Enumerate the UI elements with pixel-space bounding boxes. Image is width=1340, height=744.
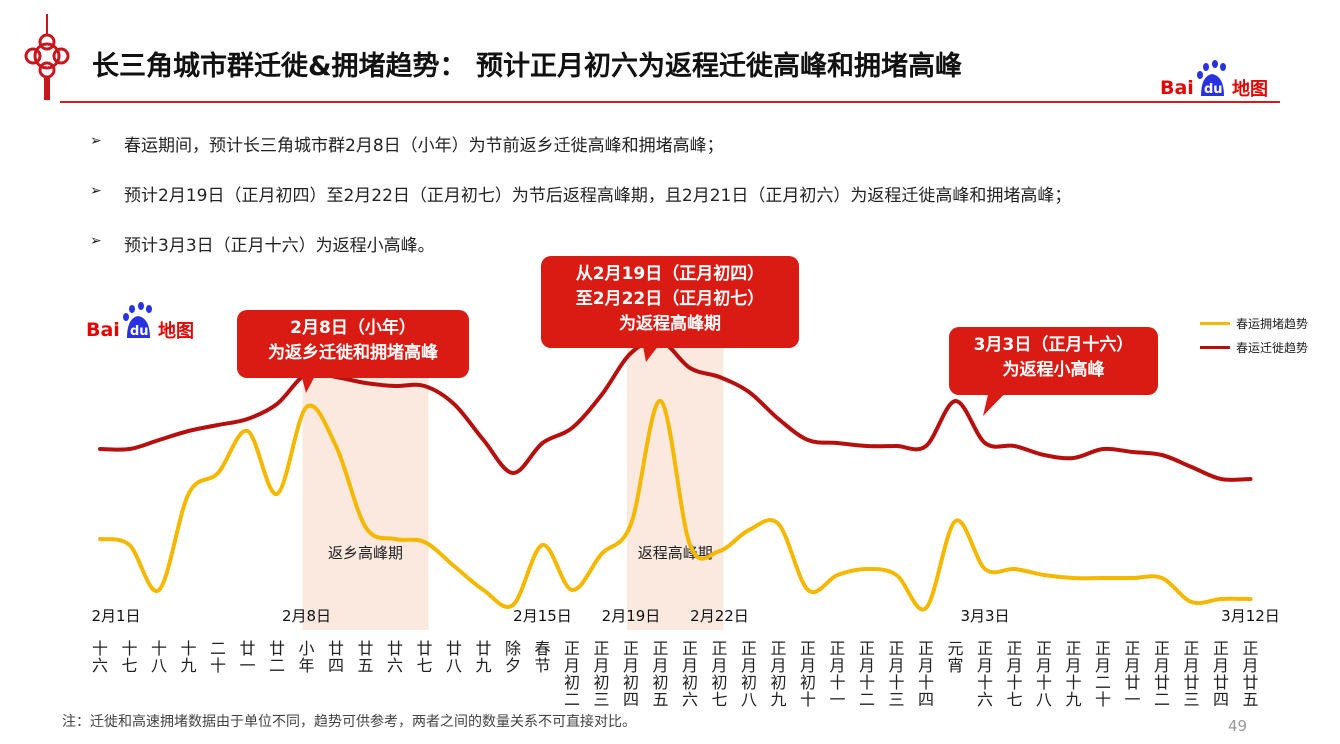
arrow-bullet-icon: ➢ [90, 133, 102, 149]
svg-text:Bai: Bai [86, 319, 120, 341]
chinese-knot-icon [24, 14, 70, 100]
arrow-bullet-icon: ➢ [90, 183, 102, 199]
x-tick-label: 正月十二 [859, 639, 875, 709]
x-tick-label: 正月初六 [682, 639, 698, 709]
bullet-item: ➢ 预计2月19日（正月初四）至2月22日（正月初七）为节后返程高峰期，且2月21… [90, 181, 1071, 231]
x-tick-label: 正月十八 [1036, 639, 1052, 709]
legend-item: 春运拥堵趋势 [1200, 312, 1308, 334]
x-tick-label: 正月十七 [1006, 639, 1022, 709]
x-tick-label: 正月初十 [800, 639, 816, 709]
shaded-period-label: 返程高峰期 [638, 544, 713, 562]
chart-legend: 春运拥堵趋势 春运迁徙趋势 [1200, 312, 1308, 358]
footnote: 注：迁徙和高速拥堵数据由于单位不同，趋势可供参考，两者之间的数量关系不可直接对比… [62, 714, 636, 730]
x-tick-label: 正月十四 [918, 639, 934, 709]
bullet-text: 预计3月3日（正月十六）为返程小高峰。 [124, 236, 435, 256]
callout-line: 从2月19日（正月初四） [575, 264, 765, 284]
bullet-item: ➢ 春运期间，预计长三角城市群2月8日（小年）为节前返乡迁徙高峰和拥堵高峰； [90, 131, 1071, 181]
x-tick-label: 二十 [210, 639, 226, 675]
shaded-period [302, 340, 429, 630]
x-tick-label: 廿七 [416, 639, 432, 675]
bullet-text: 预计2月19日（正月初四）至2月22日（正月初七）为节后返程高峰期，且2月21日… [124, 186, 1072, 206]
svg-text:地图: 地图 [1232, 78, 1268, 100]
x-tick-label: 正月初二 [564, 639, 580, 709]
x-tick-label: 十七 [121, 639, 137, 675]
x-tick-label: 廿八 [446, 639, 462, 675]
bullet-text: 春运期间，预计长三角城市群2月8日（小年）为节前返乡迁徙高峰和拥堵高峰； [124, 136, 724, 156]
bullet-item: ➢ 预计3月3日（正月十六）为返程小高峰。 [90, 231, 1071, 281]
x-tick-label: 廿一 [239, 639, 255, 675]
callout-line: 为返乡迁徙和拥堵高峰 [268, 343, 438, 363]
x-tick-label: 元宵 [947, 639, 963, 675]
x-tick-label: 正月廿二 [1154, 639, 1170, 709]
page-title: 长三角城市群迁徙&拥堵趋势： 预计正月初六为返程迁徙高峰和拥堵高峰 [92, 51, 962, 82]
callout-return-trip-period: 从2月19日（正月初四） 至2月22日（正月初七） 为返程高峰期 [541, 256, 799, 348]
x-tick-label: 正月初三 [593, 639, 609, 709]
svg-text:Bai: Bai [1160, 77, 1194, 99]
svg-text:地图: 地图 [158, 320, 194, 342]
x-tick-label: 廿五 [357, 639, 373, 675]
x-tick-label: 正月初九 [770, 639, 786, 709]
baidu-map-logo-chart: Bai du 地图 [86, 302, 194, 342]
x-tick-label: 正月十一 [829, 639, 845, 709]
legend-item: 春运迁徙趋势 [1200, 336, 1308, 358]
x-tick-label: 正月十三 [888, 639, 904, 709]
callout-line: 至2月22日（正月初七） [575, 289, 765, 309]
congestion-trend-line [98, 398, 1253, 612]
x-tick-label: 小年 [298, 639, 314, 675]
date-tick-label: 3月3日 [960, 607, 1009, 625]
legend-swatch [1200, 321, 1230, 325]
migration-trend-line [98, 338, 1253, 482]
x-tick-label: 十六 [92, 639, 108, 675]
shaded-period-label: 返乡高峰期 [328, 544, 403, 562]
callout-line: 为返程小高峰 [1002, 360, 1105, 380]
x-tick-label: 廿二 [269, 639, 285, 675]
date-tick-label: 3月12日 [1221, 607, 1280, 625]
date-tick-label: 2月22日 [690, 607, 749, 625]
date-tick-label: 2月19日 [602, 607, 661, 625]
x-tick-label: 正月廿五 [1242, 639, 1258, 709]
svg-text:du: du [130, 324, 149, 339]
callout-line: 3月3日（正月十六） [973, 335, 1134, 355]
x-tick-label: 正月初八 [741, 639, 757, 709]
x-tick-label: 正月廿一 [1124, 639, 1140, 709]
x-tick-label: 春节 [534, 639, 550, 675]
shaded-period [627, 340, 724, 630]
x-tick-label: 廿六 [387, 639, 403, 675]
svg-text:du: du [1204, 82, 1223, 97]
x-tick-label: 廿四 [328, 639, 344, 675]
bullet-list: ➢ 春运期间，预计长三角城市群2月8日（小年）为节前返乡迁徙高峰和拥堵高峰； ➢ 预… [90, 131, 1071, 281]
legend-label: 春运拥堵趋势 [1236, 316, 1309, 331]
arrow-bullet-icon: ➢ [90, 233, 102, 249]
callout-line: 2月8日（小年） [290, 318, 416, 338]
callout-line: 为返程高峰期 [619, 314, 721, 334]
date-tick-label: 2月15日 [513, 607, 572, 625]
title-divider [60, 101, 1280, 103]
x-tick-label: 正月初四 [623, 639, 639, 709]
x-tick-label: 除夕 [505, 639, 521, 675]
x-tick-label: 正月廿四 [1213, 639, 1229, 709]
baidu-map-logo: Bai du 地图 [1160, 60, 1268, 100]
callout-minor-peak: 3月3日（正月十六） 为返程小高峰 [949, 327, 1158, 395]
x-tick-label: 正月十六 [977, 639, 993, 709]
x-tick-label: 正月廿三 [1183, 639, 1199, 709]
x-tick-label: 正月二十 [1095, 639, 1111, 709]
x-tick-label: 十八 [151, 639, 167, 675]
x-tick-label: 正月初七 [711, 639, 727, 709]
x-tick-label: 正月初五 [652, 639, 668, 709]
date-tick-label: 2月1日 [91, 607, 140, 625]
callout-return-home-peak: 2月8日（小年） 为返乡迁徙和拥堵高峰 [237, 310, 469, 378]
page-number: 49 [1228, 717, 1248, 735]
x-tick-label: 十九 [180, 639, 196, 675]
x-tick-label: 廿九 [475, 639, 491, 675]
legend-swatch [1200, 345, 1230, 349]
legend-label: 春运迁徙趋势 [1236, 340, 1309, 355]
x-tick-label: 正月十九 [1065, 639, 1081, 709]
date-tick-label: 2月8日 [282, 607, 331, 625]
